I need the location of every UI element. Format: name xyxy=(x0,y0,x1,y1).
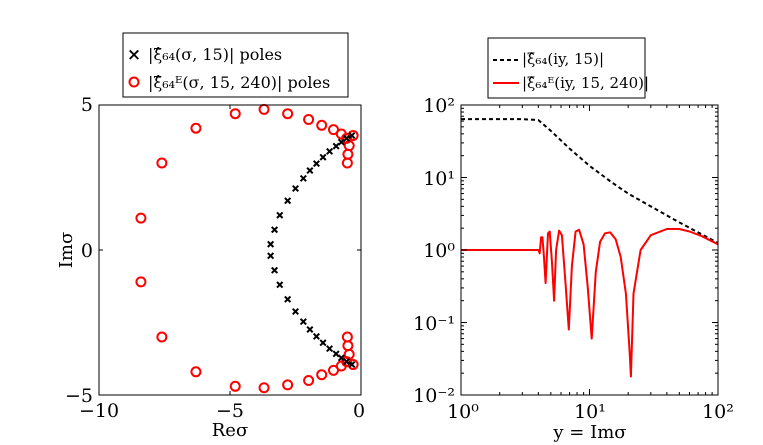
series-line-xiE-iy xyxy=(461,228,718,378)
left-tick-marks xyxy=(98,104,362,396)
right-ytick-label: 10⁻² xyxy=(413,385,455,407)
pole-x-marker xyxy=(284,197,292,205)
pole-circle-marker xyxy=(282,108,294,120)
pole-circle-marker xyxy=(341,157,353,169)
pole-x-marker xyxy=(284,295,292,303)
legend-label-xi-poles: |ξ̂₆₄(σ, 15)| poles xyxy=(148,45,282,64)
pole-circle-marker xyxy=(229,108,241,120)
pole-circle-marker xyxy=(303,114,315,125)
pole-circle-marker xyxy=(342,148,354,160)
series-line-xi-iy xyxy=(461,118,718,244)
pole-circle-marker xyxy=(156,331,168,343)
left-ytick-label: −5 xyxy=(65,385,93,407)
pole-circle-marker xyxy=(156,157,168,169)
pole-circle-marker xyxy=(341,331,353,343)
pole-x-marker xyxy=(306,325,314,333)
pole-x-marker xyxy=(348,361,356,369)
pole-x-marker xyxy=(267,240,275,248)
legend-label-xi-iy: |ξ̂₆₄(iy, 15)| xyxy=(522,50,604,68)
right-x-axis-label: y = Imσ xyxy=(552,422,626,443)
right-legend: |ξ̂₆₄(iy, 15)| |ξ̂₆₄ᴱ(iy, 15, 240)| xyxy=(487,37,649,99)
pole-x-marker xyxy=(299,174,307,182)
pole-x-marker xyxy=(348,131,356,139)
pole-x-marker xyxy=(326,147,334,155)
right-xtick-label: 10² xyxy=(702,401,734,423)
legend-marker-x: × xyxy=(127,45,141,65)
right-xtick-label: 10⁰ xyxy=(447,401,479,423)
pole-circle-marker xyxy=(190,122,202,134)
left-xtick-label: −5 xyxy=(216,400,244,422)
pole-circle-marker xyxy=(229,380,241,392)
pole-x-marker xyxy=(326,345,334,353)
pole-circle-marker xyxy=(303,375,315,386)
left-xtick-label: 0 xyxy=(353,400,365,422)
right-ytick-label: 10⁰ xyxy=(423,240,455,262)
right-ytick-label: 10¹ xyxy=(423,168,455,190)
pole-circle-marker xyxy=(258,382,270,394)
pole-circle-marker xyxy=(282,379,294,391)
left-ytick-label: 5 xyxy=(81,94,93,116)
pole-x-marker xyxy=(276,281,284,289)
pole-x-marker xyxy=(332,142,340,150)
pole-x-marker xyxy=(271,226,279,234)
pole-circle-marker xyxy=(316,369,328,381)
right-plot-marks xyxy=(461,118,718,378)
pole-x-marker xyxy=(343,134,351,142)
pole-x-marker xyxy=(312,160,320,168)
pole-x-marker xyxy=(343,358,351,366)
pole-circle-marker xyxy=(342,340,354,352)
left-xtick-label: −10 xyxy=(79,400,119,422)
pole-x-marker xyxy=(299,318,307,326)
pole-x-marker xyxy=(267,252,275,260)
left-x-axis-label: Reσ xyxy=(212,420,249,441)
right-xtick-label: 10¹ xyxy=(574,401,606,423)
pole-x-marker xyxy=(291,185,300,193)
pole-x-marker xyxy=(337,354,345,362)
pole-x-marker xyxy=(291,307,300,315)
left-ytick-label: 0 xyxy=(81,240,93,262)
pole-circle-marker xyxy=(258,103,270,115)
pole-circle-marker xyxy=(190,366,202,378)
pole-circle-marker xyxy=(316,119,328,131)
legend-label-xiE-iy: |ξ̂₆₄ᴱ(iy, 15, 240)| xyxy=(522,74,649,92)
pole-x-marker xyxy=(271,266,279,274)
left-plot-marks xyxy=(135,103,359,394)
left-legend-box xyxy=(122,32,349,98)
pole-x-marker xyxy=(276,211,284,219)
pole-circle-marker xyxy=(135,276,147,288)
right-ytick-label: 10² xyxy=(423,95,455,117)
legend-label-xiE-poles: |ξ̂₆₄ᴱ(σ, 15, 240)| poles xyxy=(148,73,330,92)
legend-marker-circle xyxy=(128,76,140,88)
left-legend: × |ξ̂₆₄(σ, 15)| poles |ξ̂₆₄ᴱ(σ, 15, 240)… xyxy=(122,32,349,98)
pole-x-marker xyxy=(312,332,320,340)
right-ytick-label: 10⁻¹ xyxy=(413,313,455,335)
right-legend-box xyxy=(487,37,646,99)
left-chart: 5 0 −5 −10 −5 0 Reσ Imσ × |ξ̂₆₄(σ, 15)| … xyxy=(56,32,365,441)
right-tick-marks xyxy=(460,105,718,396)
pole-x-marker xyxy=(319,339,327,347)
left-y-axis-label: Imσ xyxy=(56,232,77,268)
pole-x-marker xyxy=(319,153,327,161)
left-plot-frame xyxy=(98,104,362,396)
pole-x-marker xyxy=(306,167,314,175)
right-chart: 10² 10¹ 10⁰ 10⁻¹ 10⁻² 10⁰ 10¹ 10² y = Im… xyxy=(413,37,734,443)
pole-circle-marker xyxy=(135,212,147,224)
